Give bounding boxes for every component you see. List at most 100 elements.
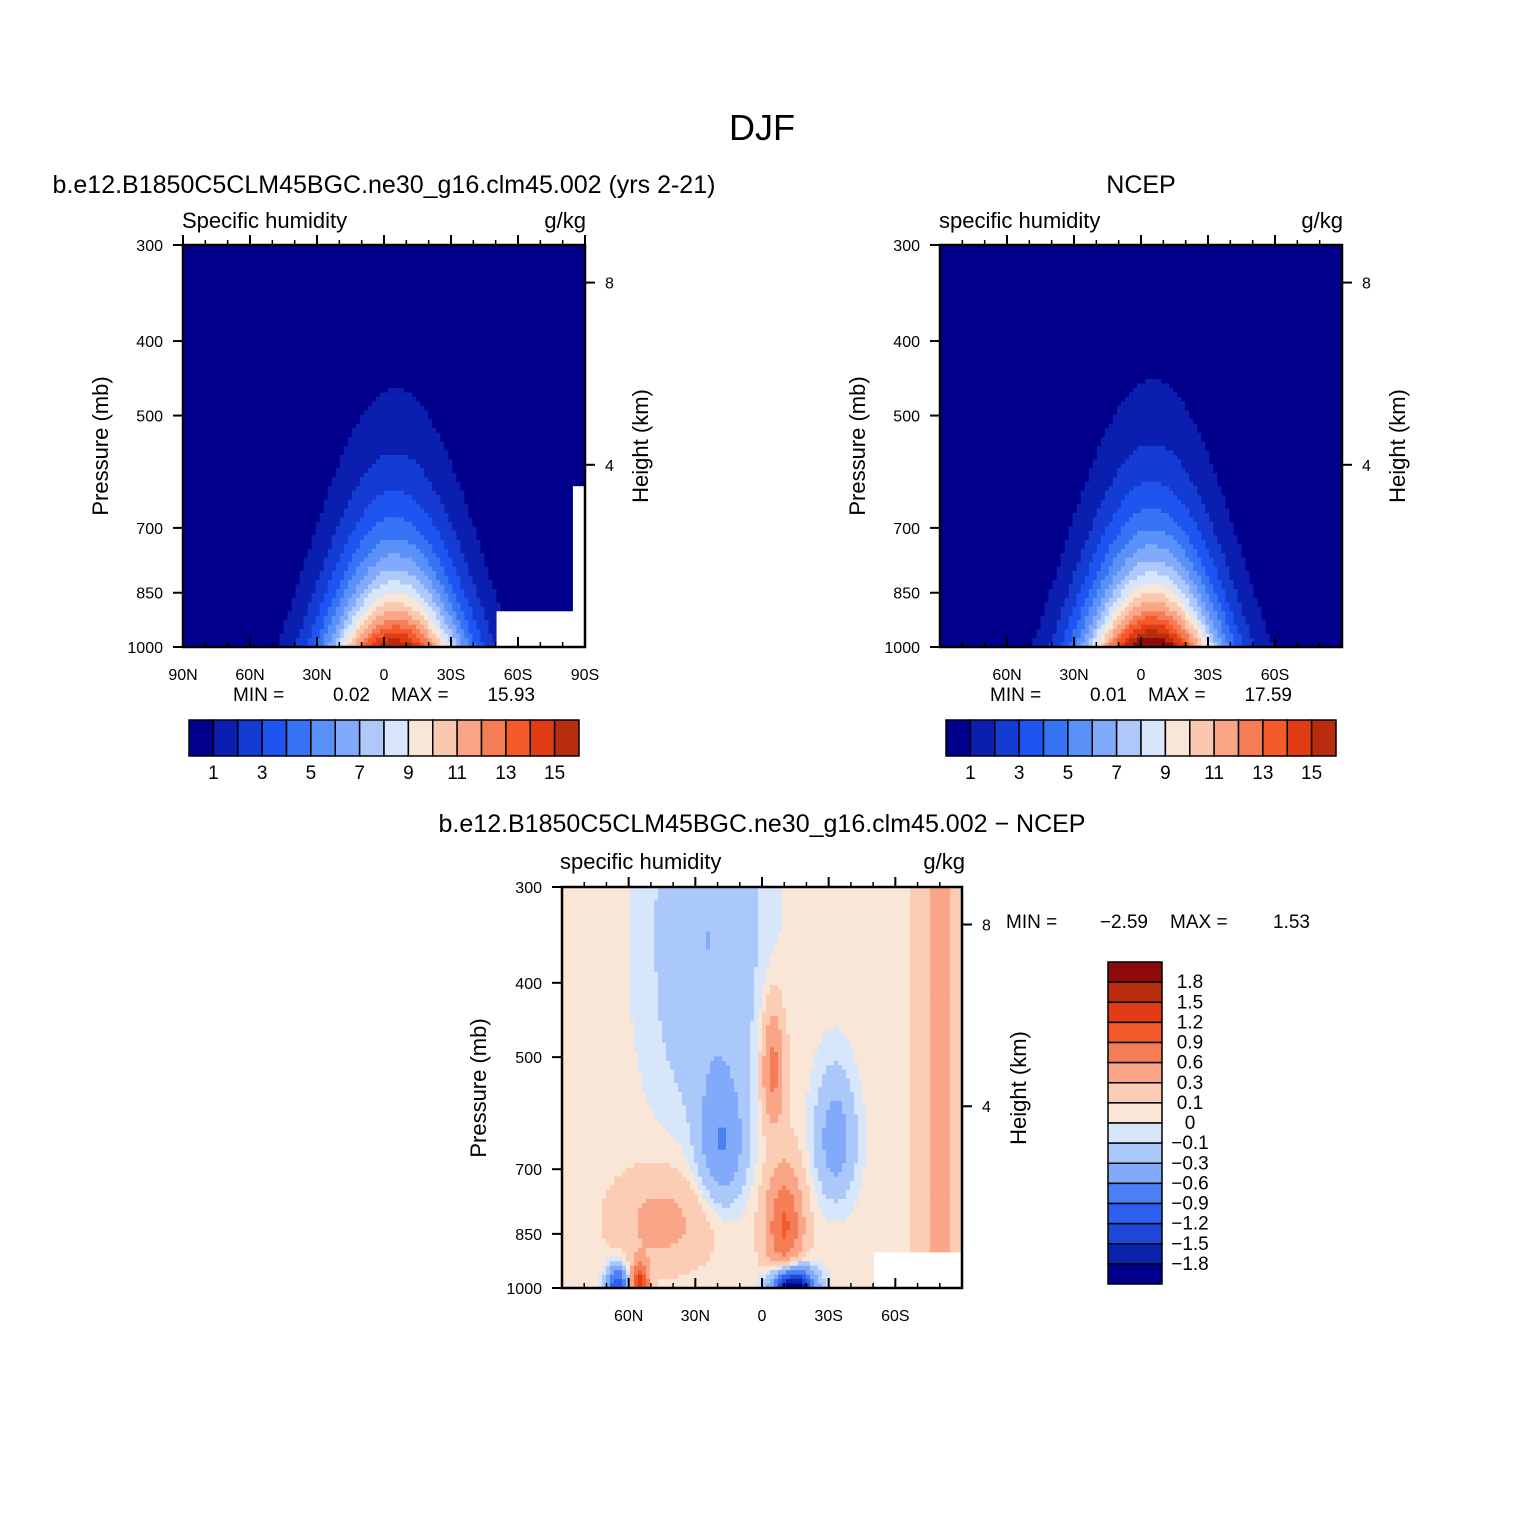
field-cell <box>251 352 256 357</box>
field-cell <box>392 446 397 451</box>
field-cell <box>348 446 353 451</box>
field-cell <box>332 352 337 357</box>
field-cell <box>380 517 385 522</box>
field-cell <box>336 308 341 313</box>
field-cell <box>247 357 252 362</box>
field-cell <box>348 567 353 572</box>
field-cell <box>187 308 192 313</box>
field-cell <box>211 486 216 491</box>
field-cell <box>356 553 361 558</box>
field-cell <box>392 580 397 585</box>
field-cell <box>296 352 301 357</box>
field-cell <box>352 589 357 594</box>
field-cell <box>292 513 297 518</box>
field-cell <box>324 629 329 634</box>
field-cell <box>404 325 409 330</box>
field-cell <box>187 593 192 598</box>
field-cell <box>396 611 401 616</box>
field-cell <box>368 580 373 585</box>
field-cell <box>195 607 200 612</box>
field-cell <box>356 544 361 549</box>
field-cell <box>332 535 337 540</box>
field-cell <box>352 406 357 411</box>
field-cell <box>332 625 337 630</box>
field-cell <box>308 361 313 366</box>
field-cell <box>267 616 272 621</box>
field-cell <box>292 616 297 621</box>
field-cell <box>255 459 260 464</box>
field-cell <box>195 392 200 397</box>
field-cell <box>392 437 397 442</box>
field-cell <box>356 580 361 585</box>
field-cell <box>275 383 280 388</box>
field-cell <box>271 375 276 380</box>
field-cell <box>284 611 289 616</box>
field-cell <box>388 254 393 259</box>
field-cell <box>231 308 236 313</box>
field-cell <box>356 370 361 375</box>
field-cell <box>376 379 381 384</box>
field-cell <box>187 553 192 558</box>
field-cell <box>255 625 260 630</box>
field-cell <box>296 254 301 259</box>
field-cell <box>352 370 357 375</box>
field-cell <box>400 464 405 469</box>
field-cell <box>203 415 208 420</box>
field-cell <box>384 397 389 402</box>
field-cell <box>388 401 393 406</box>
field-cell <box>360 562 365 567</box>
field-cell <box>312 607 317 612</box>
field-cell <box>187 509 192 514</box>
field-cell <box>344 580 349 585</box>
field-cell <box>227 415 232 420</box>
field-cell <box>187 589 192 594</box>
field-cell <box>203 459 208 464</box>
field-cell <box>235 486 240 491</box>
field-cell <box>332 379 337 384</box>
field-cell <box>324 352 329 357</box>
field-cell <box>348 419 353 424</box>
field-cell <box>312 616 317 621</box>
field-cell <box>360 500 365 505</box>
field-cell <box>288 459 293 464</box>
field-cell <box>296 290 301 295</box>
field-cell <box>308 553 313 558</box>
field-cell <box>380 491 385 496</box>
field-cell <box>296 513 301 518</box>
field-cell <box>267 442 272 447</box>
field-cell <box>388 361 393 366</box>
field-cell <box>304 410 309 415</box>
field-cell <box>376 419 381 424</box>
field-cell <box>219 500 224 505</box>
field-cell <box>255 593 260 598</box>
field-cell <box>320 446 325 451</box>
field-cell <box>332 276 337 281</box>
field-cell <box>388 442 393 447</box>
field-cell <box>215 339 220 344</box>
field-cell <box>259 361 264 366</box>
field-cell <box>271 558 276 563</box>
field-cell <box>251 576 256 581</box>
field-cell <box>231 638 236 643</box>
field-cell <box>275 576 280 581</box>
field-cell <box>259 482 264 487</box>
field-cell <box>304 616 309 621</box>
field-cell <box>392 325 397 330</box>
field-cell <box>259 495 264 500</box>
field-cell <box>304 366 309 371</box>
field-cell <box>195 495 200 500</box>
field-cell <box>187 473 192 478</box>
field-cell <box>360 620 365 625</box>
field-cell <box>360 517 365 522</box>
field-cell <box>203 468 208 473</box>
field-cell <box>231 392 236 397</box>
field-cell <box>356 419 361 424</box>
field-cell <box>284 455 289 460</box>
field-cell <box>396 348 401 353</box>
field-cell <box>235 392 240 397</box>
field-cell <box>304 468 309 473</box>
field-cell <box>320 513 325 518</box>
field-cell <box>255 442 260 447</box>
field-cell <box>219 334 224 339</box>
field-cell <box>199 531 204 536</box>
